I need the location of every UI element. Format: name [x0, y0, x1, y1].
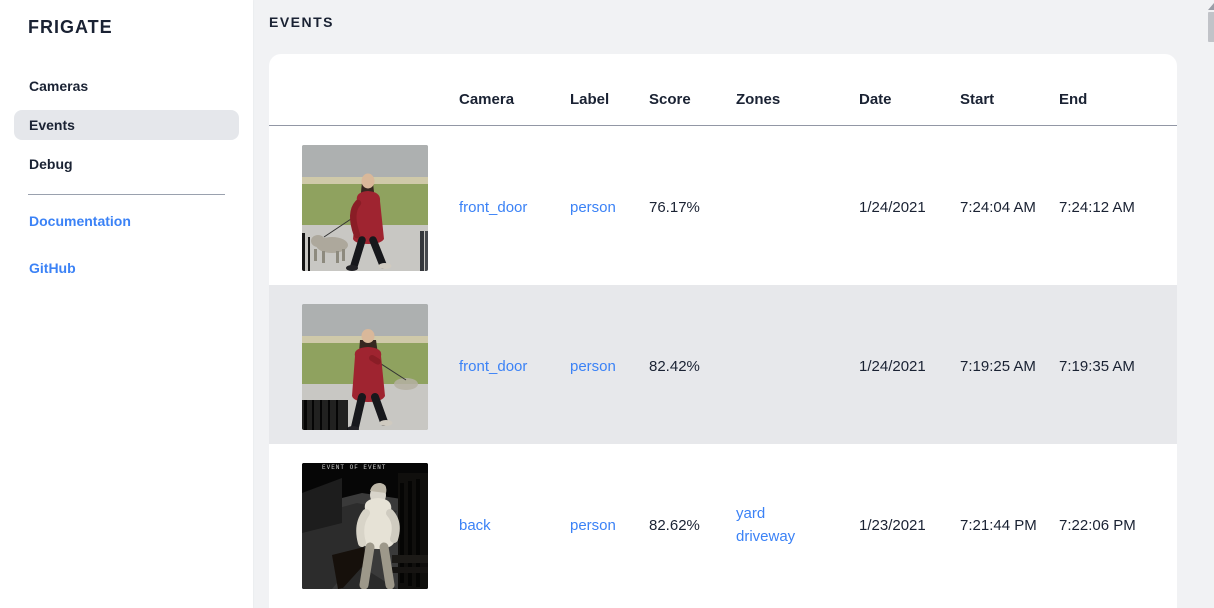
svg-text:EVENT OF EVENT: EVENT OF EVENT — [322, 464, 386, 471]
